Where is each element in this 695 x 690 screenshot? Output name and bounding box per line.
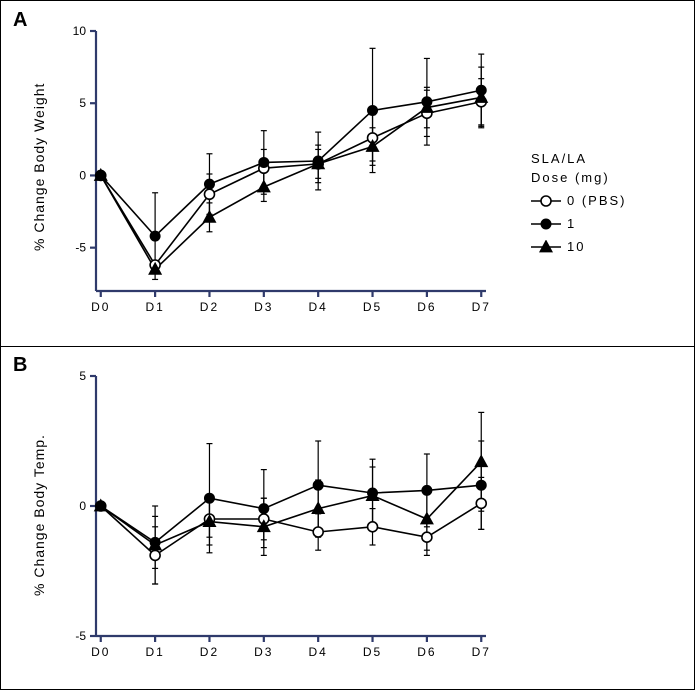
legend-marker-icon [531, 194, 561, 208]
svg-text:D2: D2 [200, 300, 219, 314]
legend-item-label: 10 [567, 239, 585, 254]
svg-text:D3: D3 [254, 645, 273, 659]
legend-marker-icon [531, 217, 561, 231]
svg-text:D1: D1 [145, 645, 164, 659]
svg-text:0: 0 [79, 168, 86, 182]
svg-text:D6: D6 [417, 645, 436, 659]
panel-b-label: B [13, 354, 27, 377]
legend: SLA/LA Dose (mg) 0 (PBS) 1 10 [531, 151, 627, 254]
legend-item: 10 [531, 239, 627, 254]
svg-text:5: 5 [79, 96, 86, 110]
svg-text:0: 0 [79, 499, 86, 513]
legend-item-label: 1 [567, 216, 576, 231]
panel-b-chart: -5 0 5 D0 D1 D2 D3 D4 D5 D6 D7 [1, 346, 695, 690]
svg-text:D4: D4 [309, 645, 328, 659]
panel-b: B % Change Body Temp. -5 0 5 D0 D1 D2 D3 D4 D5 D6… [1, 346, 695, 690]
svg-text:D5: D5 [363, 300, 382, 314]
legend-item: 1 [531, 216, 627, 231]
figure-root: A % Change Body Weight -50510D0D1D2D3D4D… [0, 0, 695, 690]
svg-text:D0: D0 [91, 645, 110, 659]
svg-text:D7: D7 [472, 645, 491, 659]
legend-title-1: SLA/LA [531, 151, 627, 166]
legend-item-label: 0 (PBS) [567, 193, 627, 208]
svg-text:5: 5 [79, 369, 86, 383]
svg-text:-5: -5 [75, 241, 86, 255]
svg-text:D6: D6 [417, 300, 436, 314]
svg-text:-5: -5 [75, 629, 86, 643]
panel-a-label: A [13, 9, 27, 32]
svg-text:D2: D2 [200, 645, 219, 659]
legend-item: 0 (PBS) [531, 193, 627, 208]
legend-title-2: Dose (mg) [531, 170, 627, 185]
svg-text:10: 10 [73, 24, 87, 38]
legend-marker-icon [531, 240, 561, 254]
svg-text:D1: D1 [145, 300, 164, 314]
svg-text:D5: D5 [363, 645, 382, 659]
svg-text:D7: D7 [472, 300, 491, 314]
svg-text:D4: D4 [309, 300, 328, 314]
svg-text:D0: D0 [91, 300, 110, 314]
panel-a-ylabel: % Change Body Weight [31, 83, 47, 251]
panel-b-ylabel: % Change Body Temp. [31, 434, 47, 596]
svg-text:D3: D3 [254, 300, 273, 314]
